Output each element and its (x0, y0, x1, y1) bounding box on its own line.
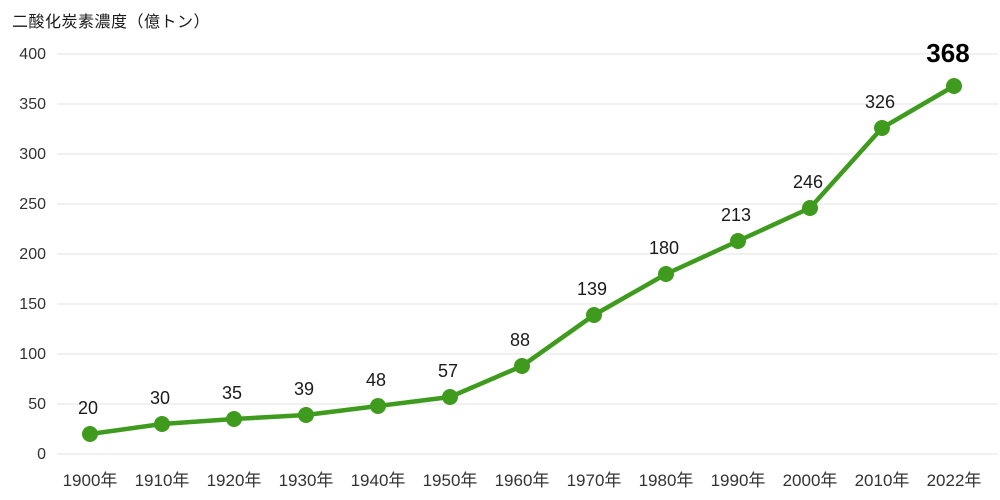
x-axis-tick-label: 1930年 (279, 471, 334, 490)
data-point-marker (154, 416, 170, 432)
data-point-label: 246 (793, 172, 823, 192)
data-point-marker (514, 358, 530, 374)
data-point-marker (298, 407, 314, 423)
y-axis-tick-label: 250 (19, 196, 46, 213)
data-point-label: 20 (78, 398, 98, 418)
x-axis-tick-label: 1900年 (63, 471, 118, 490)
x-axis-tick-label: 1950年 (423, 471, 478, 490)
x-axis-tick-label: 1960年 (495, 471, 550, 490)
data-point-label: 139 (577, 279, 607, 299)
data-point-marker (802, 200, 818, 216)
y-axis-tick-label: 400 (19, 46, 46, 63)
data-point-marker (658, 266, 674, 282)
x-axis-tick-label: 1970年 (567, 471, 622, 490)
data-point-label: 368 (926, 38, 969, 68)
data-point-label: 88 (510, 330, 530, 350)
x-axis-tick-label: 1940年 (351, 471, 406, 490)
x-axis-tick-label: 2022年 (927, 471, 982, 490)
y-axis-tick-label: 100 (19, 346, 46, 363)
data-point-label: 213 (721, 205, 751, 225)
data-point-label: 30 (150, 388, 170, 408)
y-axis-tick-label: 0 (37, 446, 46, 463)
x-axis-tick-label: 1920年 (207, 471, 262, 490)
data-point-marker (586, 307, 602, 323)
data-point-marker (874, 120, 890, 136)
data-point-label: 48 (366, 370, 386, 390)
y-axis-tick-label: 150 (19, 296, 46, 313)
chart-title: 二酸化炭素濃度（億トン） (12, 14, 211, 31)
data-point-marker (730, 233, 746, 249)
data-point-marker (82, 426, 98, 442)
x-axis-tick-label: 2010年 (855, 471, 910, 490)
y-axis-tick-label: 300 (19, 146, 46, 163)
data-point-marker (226, 411, 242, 427)
y-axis-tick-label: 200 (19, 246, 46, 263)
data-point-label: 180 (649, 238, 679, 258)
data-point-label: 57 (438, 361, 458, 381)
x-axis-tick-label: 1910年 (135, 471, 190, 490)
data-point-marker (946, 78, 962, 94)
data-point-label: 35 (222, 383, 242, 403)
data-point-label: 326 (865, 92, 895, 112)
x-axis-tick-label: 1990年 (711, 471, 766, 490)
y-axis-tick-label: 350 (19, 96, 46, 113)
x-axis-tick-label: 2000年 (783, 471, 838, 490)
y-axis-tick-label: 50 (28, 396, 46, 413)
data-point-marker (442, 389, 458, 405)
data-point-marker (370, 398, 386, 414)
line-series (87, 83, 957, 437)
data-point-label: 39 (294, 379, 314, 399)
x-axis-tick-label: 1980年 (639, 471, 694, 490)
